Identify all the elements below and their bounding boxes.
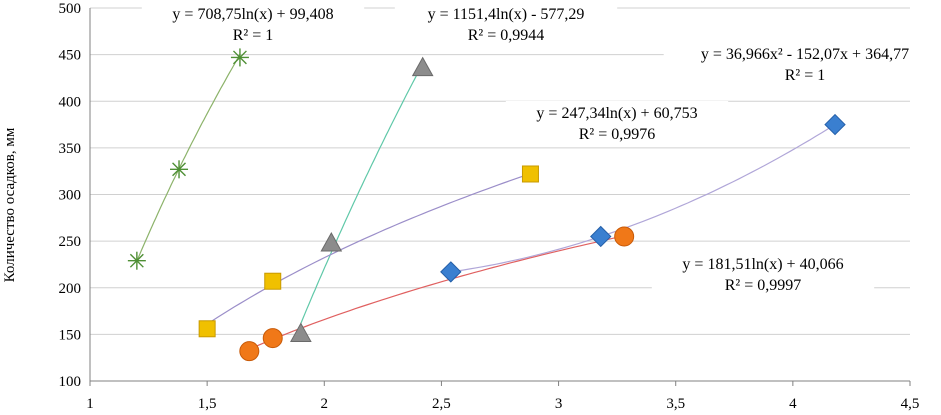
- data-point-triangle: [320, 231, 343, 252]
- x-tick-label: 4: [789, 396, 797, 412]
- y-axis-title: Количество осадков, мм: [2, 127, 18, 282]
- r-squared-label: R² = 0,9976: [579, 126, 656, 143]
- data-markers: [127, 48, 846, 362]
- y-tick-label: 350: [59, 141, 82, 157]
- trendline-equation-label: y = 247,34ln(x) + 60,753: [536, 105, 697, 122]
- y-tick-label: 300: [59, 188, 82, 204]
- gridlines: [90, 7, 910, 335]
- trendlines: [136, 54, 836, 350]
- data-point-diamond: [590, 225, 612, 248]
- data-point-circle: [239, 341, 260, 362]
- data-point-circle: [614, 226, 635, 247]
- data-point-star: [127, 251, 146, 270]
- trendline-equation-label: y = 708,75ln(x) + 99,408: [172, 6, 333, 23]
- r-squared-label: R² = 0,9944: [468, 27, 545, 44]
- trendline-equation-label: y = 36,966x² - 152,07x + 364,77: [701, 46, 909, 63]
- x-tick-label: 1,5: [198, 396, 217, 412]
- data-point-star: [230, 48, 249, 67]
- x-tick-label: 3: [555, 396, 563, 412]
- x-tick-label: 4,5: [901, 396, 920, 412]
- x-tick-label: 1: [86, 396, 94, 412]
- data-point-diamond: [440, 261, 462, 283]
- equation-box: [663, 42, 941, 86]
- y-tick-label: 400: [59, 94, 82, 110]
- equation-box: [651, 252, 875, 296]
- y-tick-label: 500: [59, 1, 82, 17]
- equation-box: [394, 2, 618, 46]
- data-point-square: [521, 165, 539, 183]
- trendline-triangle: [300, 63, 424, 324]
- data-point-triangle: [290, 322, 312, 342]
- x-tick-label: 2: [321, 396, 329, 412]
- x-tick-label: 3,5: [666, 396, 685, 412]
- y-tick-label: 150: [59, 327, 82, 343]
- y-tick-label: 200: [59, 281, 82, 297]
- y-tick-label: 100: [59, 374, 82, 390]
- trendline-equation-label: y = 1151,4ln(x) - 577,29: [428, 6, 585, 23]
- data-point-square: [264, 272, 282, 290]
- y-tick-label: 450: [59, 48, 82, 64]
- data-point-star: [170, 160, 189, 179]
- r-squared-label: R² = 1: [785, 67, 826, 84]
- data-point-diamond: [824, 113, 846, 136]
- data-point-square: [198, 320, 216, 338]
- equation-box: [141, 2, 365, 46]
- data-point-triangle: [411, 56, 434, 77]
- trendline-circle: [249, 235, 625, 350]
- trendline-square: [206, 173, 531, 325]
- equation-box: [505, 101, 729, 145]
- trendline-diamond: [450, 124, 836, 273]
- data-point-circle: [262, 328, 283, 349]
- r-squared-label: R² = 0,9997: [725, 277, 802, 294]
- y-tick-label: 250: [59, 234, 82, 250]
- r-squared-label: R² = 1: [233, 27, 274, 44]
- trendline-equations: y = 708,75ln(x) + 99,408 R² = 1 y = 1151,4…: [141, 2, 941, 296]
- axes: 100 150 200 250 300 350 400 450 500 1 1,5 2 2,5 3 3,5 4…: [59, 1, 920, 412]
- x-tick-label: 2,5: [432, 396, 451, 412]
- trendline-star: [136, 54, 241, 262]
- trendline-equation-label: y = 181,51ln(x) + 40,066: [682, 256, 843, 273]
